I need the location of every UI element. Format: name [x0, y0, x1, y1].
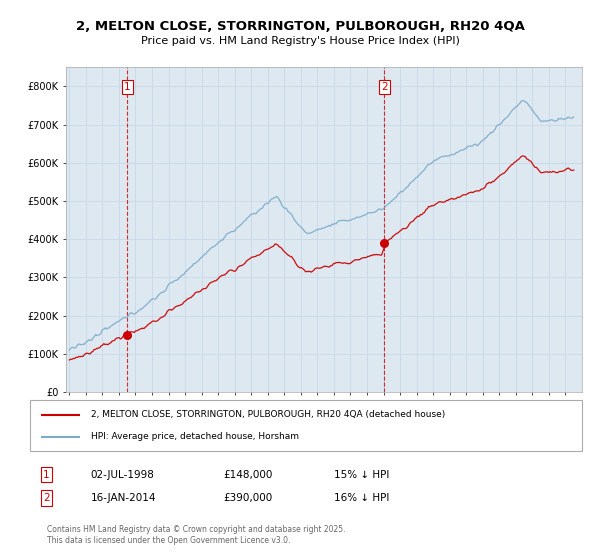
Text: 2, MELTON CLOSE, STORRINGTON, PULBOROUGH, RH20 4QA: 2, MELTON CLOSE, STORRINGTON, PULBOROUGH… — [76, 20, 524, 32]
Text: 16% ↓ HPI: 16% ↓ HPI — [334, 493, 389, 503]
Text: Contains HM Land Registry data © Crown copyright and database right 2025.
This d: Contains HM Land Registry data © Crown c… — [47, 525, 345, 545]
Text: £148,000: £148,000 — [223, 470, 272, 480]
Text: 2, MELTON CLOSE, STORRINGTON, PULBOROUGH, RH20 4QA (detached house): 2, MELTON CLOSE, STORRINGTON, PULBOROUGH… — [91, 410, 445, 419]
Text: 2: 2 — [381, 82, 388, 92]
Text: 15% ↓ HPI: 15% ↓ HPI — [334, 470, 389, 480]
Text: HPI: Average price, detached house, Horsham: HPI: Average price, detached house, Hors… — [91, 432, 299, 441]
Text: 16-JAN-2014: 16-JAN-2014 — [91, 493, 156, 503]
Text: 1: 1 — [43, 470, 50, 480]
FancyBboxPatch shape — [30, 400, 582, 451]
Text: 1: 1 — [124, 82, 131, 92]
Text: £390,000: £390,000 — [223, 493, 272, 503]
Text: 02-JUL-1998: 02-JUL-1998 — [91, 470, 155, 480]
Text: 2: 2 — [43, 493, 50, 503]
Text: Price paid vs. HM Land Registry's House Price Index (HPI): Price paid vs. HM Land Registry's House … — [140, 36, 460, 46]
